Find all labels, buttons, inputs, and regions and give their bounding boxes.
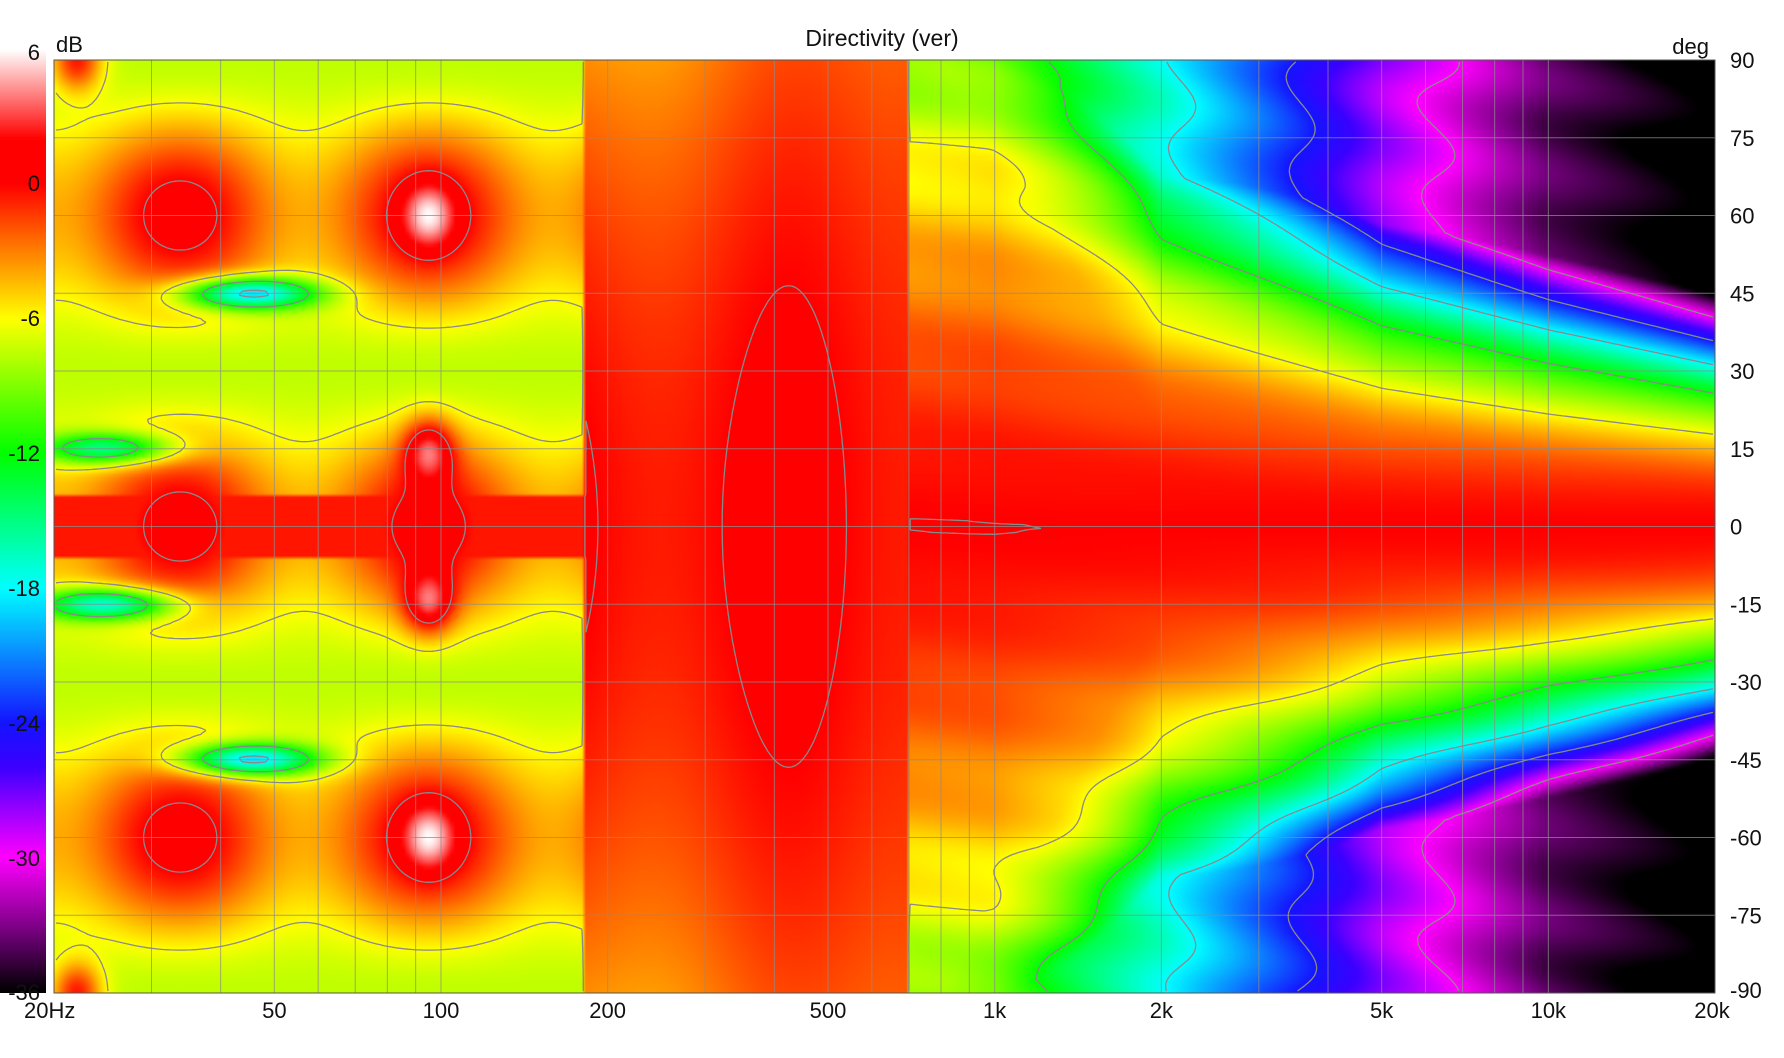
y-tick-label: -15: [1730, 592, 1762, 617]
y-tick-label: 45: [1730, 281, 1754, 306]
y-tick-label: -45: [1730, 748, 1762, 773]
x-tick-label: 2k: [1150, 998, 1174, 1023]
x-tick-label: 100: [423, 998, 460, 1023]
y-tick-label: -90: [1730, 978, 1762, 1003]
chart-title: Directivity (ver): [805, 25, 958, 51]
grid-lines: [53, 59, 1716, 994]
colorbar-tick-label: -12: [8, 441, 40, 466]
y-tick-label: -75: [1730, 903, 1762, 928]
y-tick-label: 60: [1730, 204, 1754, 229]
x-tick-label: 1k: [983, 998, 1007, 1023]
contour-line: [55, 61, 1714, 992]
x-axis-tick-labels: 20Hz 50 100 200 500 1k 2k 5k 10k 20k: [24, 998, 1731, 1023]
y-tick-label: 30: [1730, 359, 1754, 384]
contour-lines: [55, 61, 1714, 992]
colorbar-tick-label: -6: [20, 306, 40, 331]
x-tick-label: 10k: [1531, 998, 1567, 1023]
x-tick-label: 5k: [1370, 998, 1394, 1023]
y-axis-tick-labels: 90 75 60 45 30 15 0 -15 -30 -45 -60 -75 -90: [1730, 48, 1762, 1003]
y-tick-label: 0: [1730, 515, 1742, 540]
colorbar-unit-label: dB: [56, 32, 83, 57]
x-tick-label: 500: [810, 998, 847, 1023]
colorbar-tick-label: -36: [8, 980, 40, 1005]
contour-line: [1416, 61, 1714, 992]
contour-line: [55, 61, 1714, 992]
x-tick-label: 50: [262, 998, 286, 1023]
colorbar: [0, 48, 46, 993]
colorbar-tick-labels: 6 0 -6 -12 -18 -24 -30 -36: [8, 40, 40, 1005]
contour-line: [238, 61, 1714, 992]
colorbar-tick-label: -18: [8, 576, 40, 601]
y-tick-label: 15: [1730, 437, 1754, 462]
y-tick-label: 75: [1730, 126, 1754, 151]
x-tick-label: 20Hz: [24, 998, 75, 1023]
y-tick-label: -30: [1730, 670, 1762, 695]
colorbar-tick-label: 6: [28, 40, 40, 65]
contour-line: [142, 170, 1042, 883]
y-tick-label: -60: [1730, 826, 1762, 851]
x-tick-label: 200: [589, 998, 626, 1023]
contour-line: [1285, 61, 1714, 992]
colorbar-tick-label: 0: [28, 171, 40, 196]
colorbar-tick-label: -24: [8, 711, 40, 736]
y-tick-label: 90: [1730, 48, 1754, 73]
x-tick-label: 20k: [1694, 998, 1730, 1023]
plot-frame: [53, 59, 1716, 994]
colorbar-tick-label: -30: [8, 846, 40, 871]
y-axis-unit-label: deg: [1672, 34, 1709, 59]
